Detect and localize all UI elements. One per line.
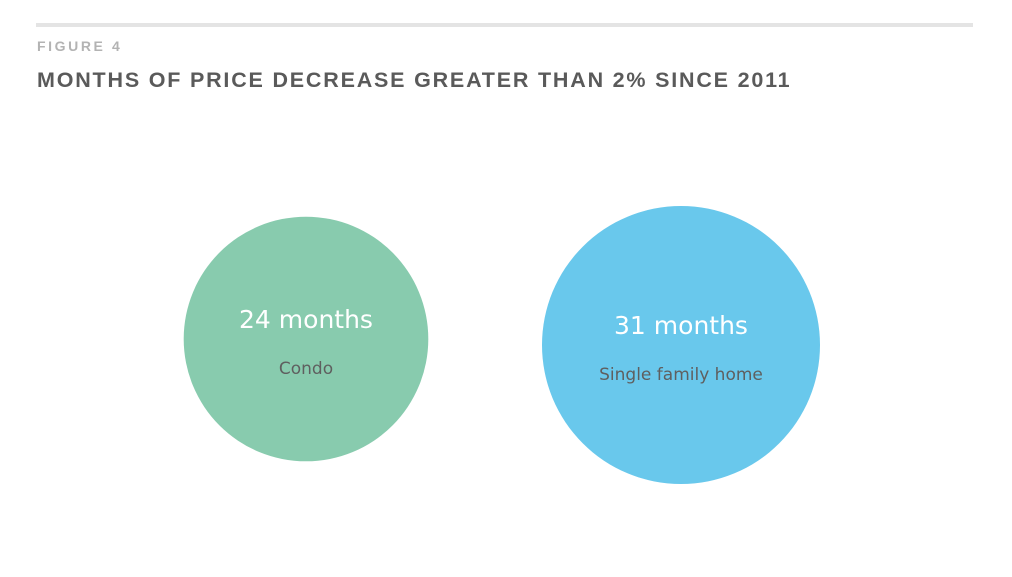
bubble-condo: 24 months Condo	[183, 216, 429, 462]
chart-title: MONTHS OF PRICE DECREASE GREATER THAN 2%…	[37, 68, 792, 92]
bubble-circle-condo	[183, 216, 429, 462]
bubble-value-condo: 24 months	[239, 305, 373, 334]
bubble-category-single-family-home: Single family home	[599, 365, 763, 385]
bubble-circle-single-family-home	[542, 206, 820, 484]
bubble-value-single-family-home: 31 months	[614, 311, 748, 340]
bubble-category-condo: Condo	[279, 359, 333, 379]
bubble-single-family-home: 31 months Single family home	[542, 206, 820, 484]
figure-number: FIGURE 4	[37, 38, 123, 54]
top-divider	[36, 23, 973, 27]
